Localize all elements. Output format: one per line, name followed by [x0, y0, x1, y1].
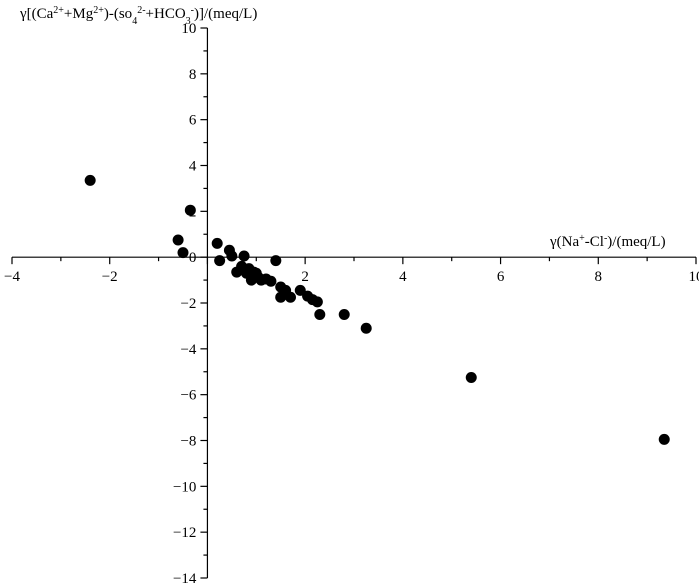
tick-labels: −4−2246810−14−12−10−8−6−4−20246810 [4, 21, 699, 585]
x-tick-label: −2 [102, 269, 118, 285]
x-tick-label: 10 [689, 269, 699, 285]
data-point [265, 275, 277, 287]
y-tick-label: −2 [180, 296, 196, 312]
data-point [184, 204, 196, 216]
x-tick-label: 2 [301, 269, 309, 285]
tick-marks [11, 27, 697, 579]
x-tick-label: 8 [595, 269, 603, 285]
data-point [284, 291, 296, 303]
y-tick-label: −14 [173, 571, 197, 585]
y-tick-label: 6 [189, 113, 197, 129]
data-point [226, 250, 238, 262]
y-tick-label: 8 [189, 67, 197, 83]
data-point [177, 247, 189, 259]
y-tick-label: −4 [180, 342, 196, 358]
y-tick-label: −6 [180, 388, 196, 404]
x-tick-label: −4 [4, 269, 20, 285]
y-tick-label: 10 [181, 21, 196, 37]
y-tick-label: −8 [180, 434, 196, 450]
y-axis-title: γ[(Ca2++Mg2+)-(so42-+HCO3-)]/(meq/L) [19, 5, 257, 27]
data-points [84, 174, 670, 445]
data-point [658, 433, 670, 445]
y-tick-label: −10 [173, 479, 196, 495]
y-tick-label: 4 [189, 159, 197, 175]
x-axis-title: γ(Na+-Cl-)/(meq/L) [549, 233, 666, 251]
data-point [211, 237, 223, 249]
y-tick-label: 0 [189, 250, 197, 266]
x-tick-label: 4 [399, 269, 407, 285]
data-point [172, 234, 184, 246]
data-point [465, 371, 477, 383]
data-point [311, 296, 323, 308]
x-tick-label: 6 [497, 269, 505, 285]
data-point [238, 250, 250, 262]
y-tick-label: −12 [173, 525, 196, 541]
data-point [314, 308, 326, 320]
data-point [360, 322, 372, 334]
data-point [84, 174, 96, 186]
data-point [270, 255, 282, 267]
data-point [338, 308, 350, 320]
axes [12, 28, 696, 578]
data-point [214, 255, 226, 267]
